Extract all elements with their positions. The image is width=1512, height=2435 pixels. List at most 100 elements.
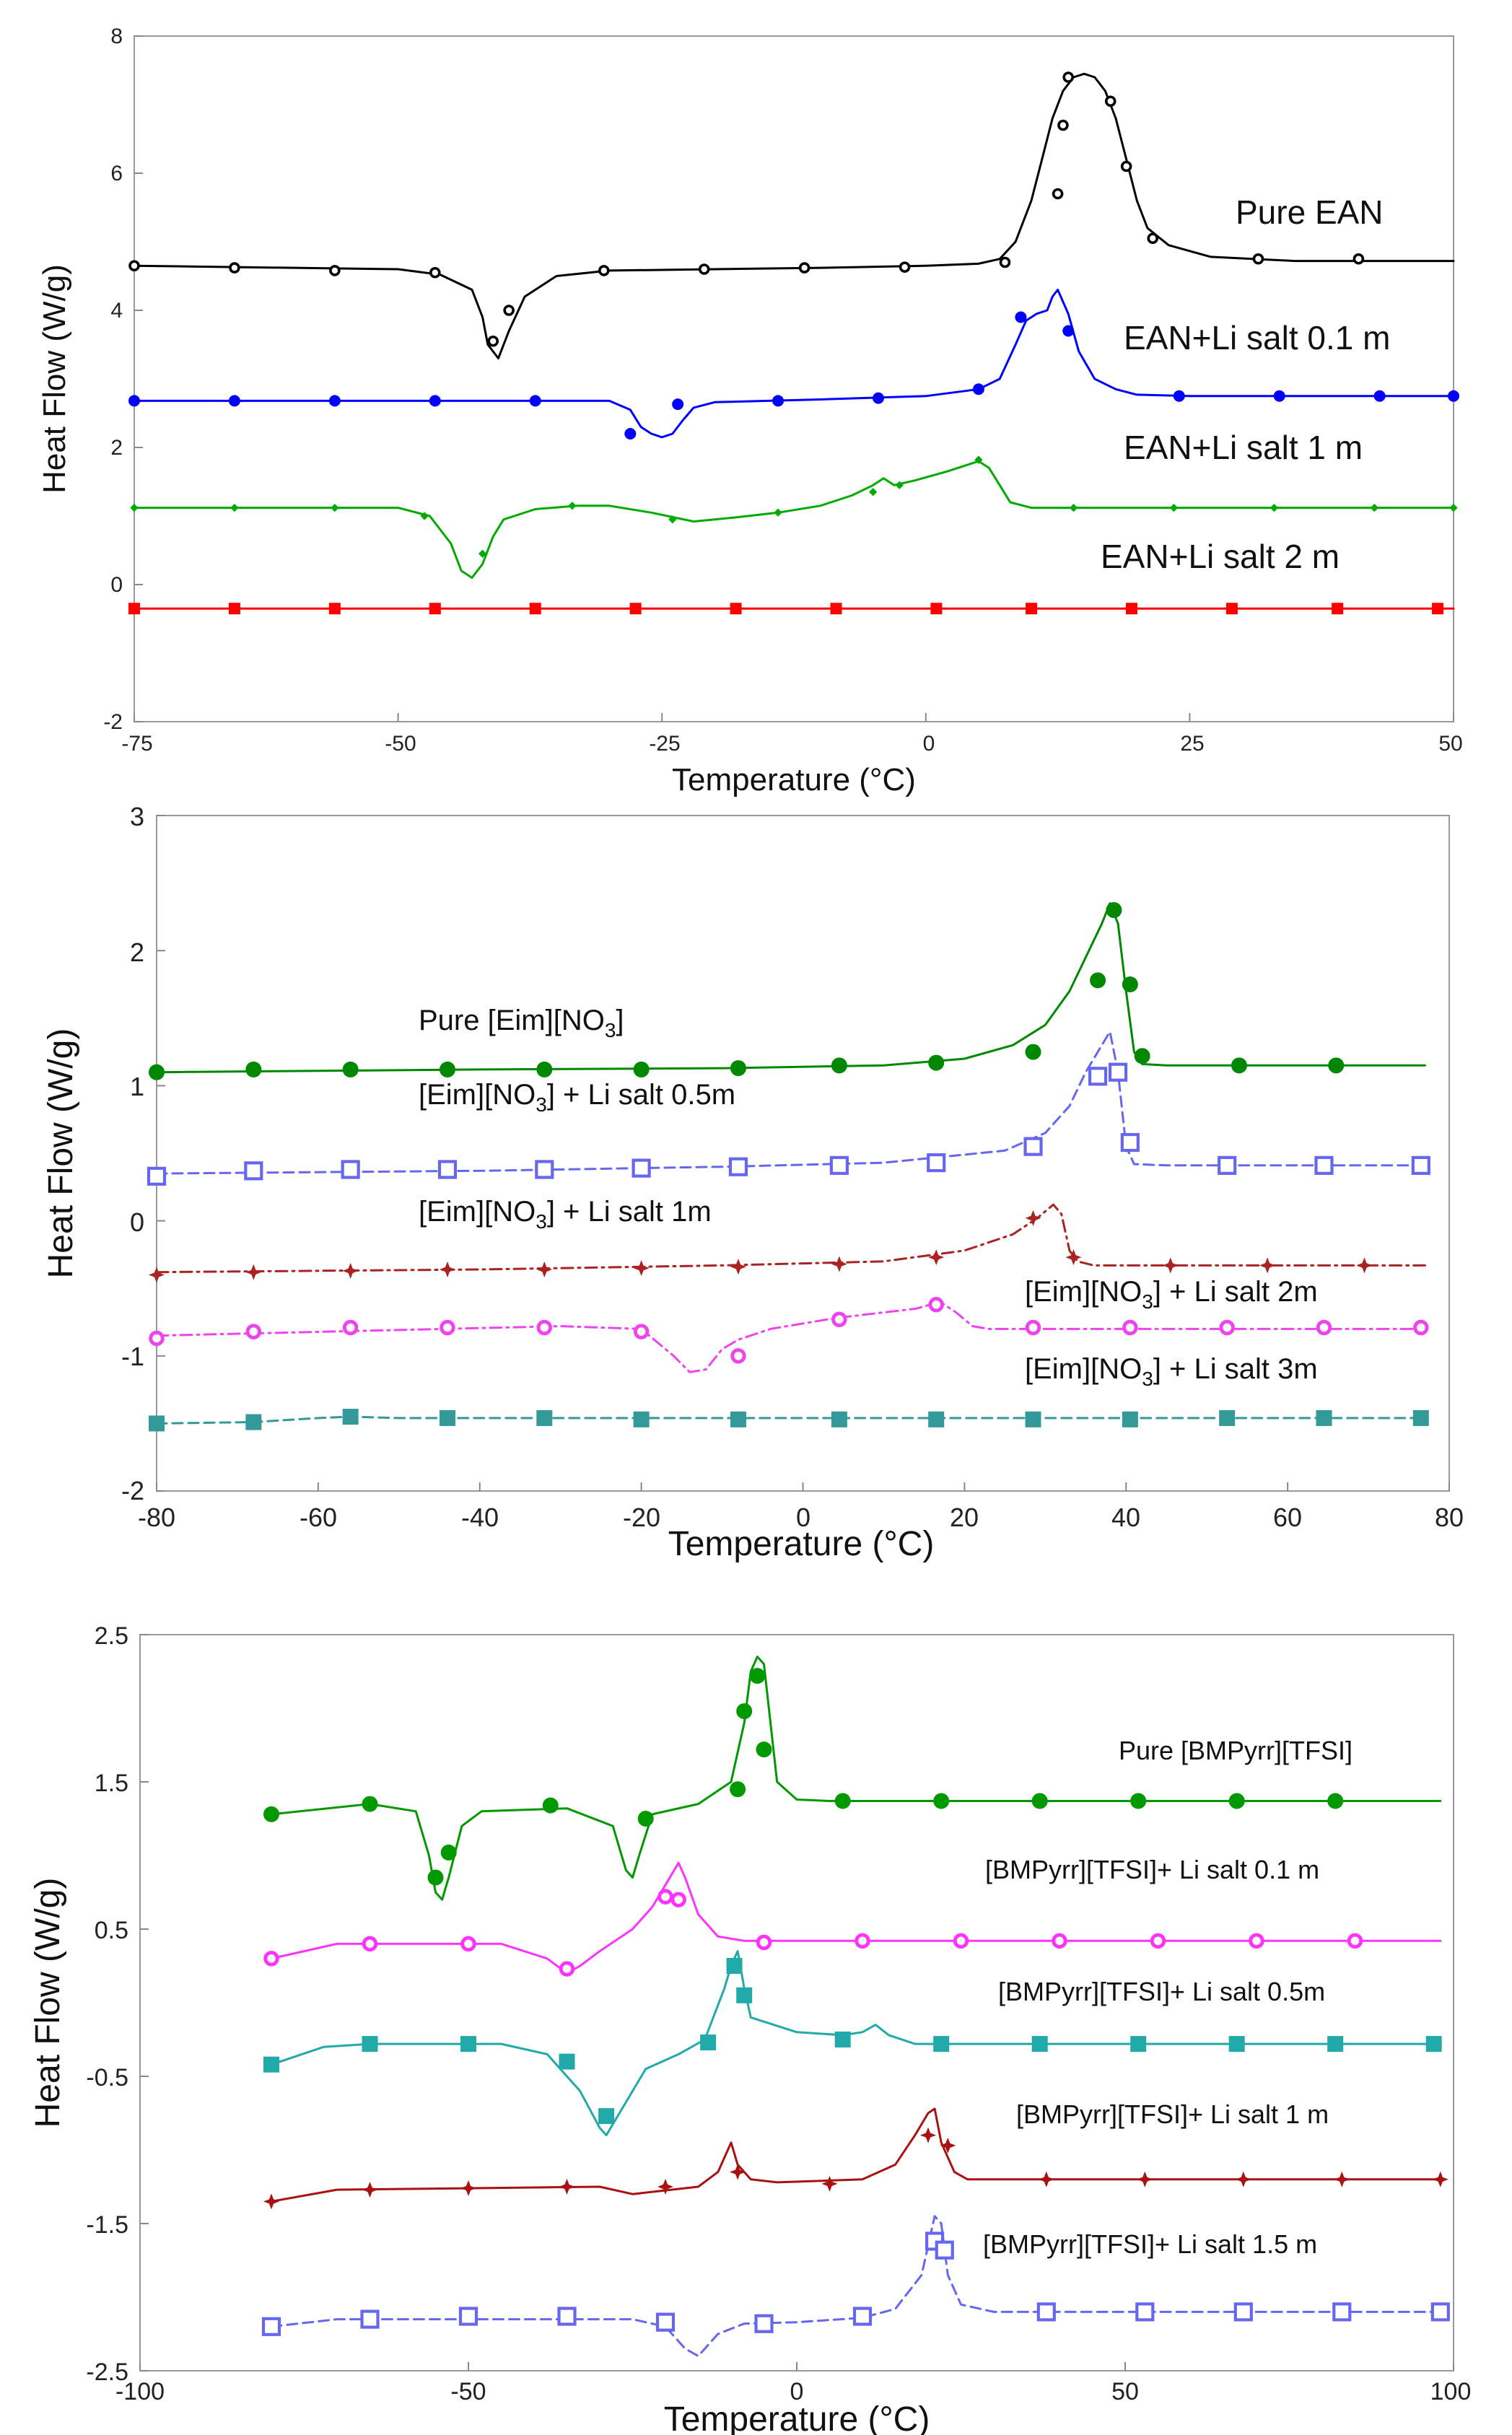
data-point-marker <box>128 395 140 407</box>
ytick-label: 1.5 <box>95 1770 128 1797</box>
data-point-marker <box>953 1933 969 1949</box>
data-point-marker <box>1235 2171 1251 2187</box>
data-point-marker <box>529 395 541 407</box>
data-point-marker <box>1025 1044 1041 1060</box>
y-axis-label: Heat Flow (W/g) <box>37 264 72 494</box>
data-point-marker <box>130 504 139 512</box>
data-point-marker <box>261 2317 281 2336</box>
data-point-marker <box>1370 504 1378 512</box>
data-point-marker <box>928 1249 945 1266</box>
data-point-marker <box>429 603 441 615</box>
data-point-marker <box>1015 311 1027 323</box>
markers-group <box>128 71 1459 615</box>
data-point-marker <box>933 2036 950 2053</box>
data-point-marker <box>749 1668 766 1684</box>
data-point-marker <box>1228 2036 1245 2053</box>
ytick-label: 0 <box>130 1207 144 1237</box>
ytick-label: 2 <box>130 937 144 967</box>
axis-ticks <box>139 1634 1454 2371</box>
data-point-marker <box>700 2034 717 2051</box>
data-point-marker <box>1122 976 1138 992</box>
data-point-marker <box>730 603 742 615</box>
data-point-marker <box>935 2240 954 2260</box>
ytick-label: 2.5 <box>95 1622 128 1650</box>
data-point-marker <box>529 603 541 615</box>
ytick-label: 3 <box>130 802 144 831</box>
annotation-text: ] + Li salt 2m <box>1153 1276 1318 1308</box>
xtick-label: 0 <box>923 732 935 756</box>
data-point-marker <box>632 1158 651 1178</box>
series-line <box>270 2107 1442 2203</box>
xtick-label: -25 <box>649 732 680 756</box>
xtick-label: 25 <box>1180 732 1204 756</box>
series-group <box>133 72 1455 610</box>
data-point-marker <box>245 1061 262 1077</box>
data-point-marker <box>598 2108 615 2125</box>
annotation-label: EAN+Li salt 1 m <box>1124 429 1363 466</box>
data-point-marker <box>928 1296 944 1313</box>
markers-group <box>261 1668 1450 2336</box>
annotation-text: Pure [Eim][NO <box>419 1005 605 1036</box>
data-point-marker <box>263 2193 279 2210</box>
data-point-marker <box>1106 902 1122 919</box>
data-point-marker <box>263 1951 279 1967</box>
data-point-marker <box>559 1961 575 1977</box>
annotation-text: [Eim][NO <box>1025 1353 1142 1385</box>
data-point-marker <box>1273 390 1285 402</box>
data-point-marker <box>458 2307 478 2326</box>
data-point-marker <box>362 1936 378 1952</box>
xtick-label: -40 <box>461 1503 499 1532</box>
data-point-marker <box>487 335 499 347</box>
data-point-marker <box>972 383 984 395</box>
data-point-marker <box>228 603 240 615</box>
x-axis-label: Temperature (°C) <box>668 1525 935 1563</box>
annotation-label: Pure [BMPyrr][TFSI] <box>1119 1736 1353 1765</box>
annotation-label: EAN+Li salt 0.1 m <box>1124 319 1390 357</box>
data-point-marker <box>1231 1057 1247 1074</box>
data-point-marker <box>1316 1319 1332 1336</box>
xtick-label: -50 <box>385 732 416 756</box>
ytick-label: -2 <box>103 710 123 734</box>
data-point-marker <box>1328 1057 1345 1074</box>
data-point-marker <box>899 261 911 273</box>
annotation-subscript: 3 <box>536 1210 547 1233</box>
data-point-marker <box>1036 2302 1056 2322</box>
data-point-marker <box>1332 2302 1352 2322</box>
data-point-marker <box>1173 390 1185 402</box>
data-point-marker <box>1233 2302 1253 2322</box>
data-point-marker <box>1334 2171 1350 2187</box>
data-point-marker <box>536 1261 553 1277</box>
annotation-text: ] + Li salt 1m <box>547 1196 712 1228</box>
data-point-marker <box>798 262 810 274</box>
data-point-marker <box>1353 253 1365 265</box>
data-point-marker <box>440 1319 455 1336</box>
data-point-marker <box>149 1415 165 1432</box>
data-point-marker <box>895 481 904 489</box>
data-point-marker <box>128 603 140 615</box>
data-point-marker <box>437 1160 458 1179</box>
data-point-marker <box>342 1061 359 1077</box>
data-point-marker <box>869 488 878 497</box>
data-point-marker <box>1356 1257 1373 1274</box>
data-point-marker <box>1135 2302 1155 2322</box>
data-point-marker <box>1065 1249 1082 1266</box>
annotation-label: [BMPyrr][TFSI]+ Li salt 1.5 m <box>983 2229 1317 2259</box>
data-point-marker <box>637 1811 654 1827</box>
data-point-marker <box>536 1319 553 1336</box>
data-point-marker <box>736 1987 753 2003</box>
data-point-marker <box>230 504 239 512</box>
data-point-marker <box>736 1703 753 1720</box>
data-point-marker <box>149 1330 165 1347</box>
data-point-marker <box>263 1806 279 1822</box>
data-point-marker <box>1031 2036 1048 2053</box>
plot-area-frame <box>134 35 1454 722</box>
ytick-label: -0.5 <box>86 2064 128 2091</box>
data-point-marker <box>1425 2036 1442 2053</box>
data-point-marker <box>1432 2171 1448 2187</box>
xtick-label: -50 <box>450 2378 486 2405</box>
data-point-marker <box>439 1061 455 1077</box>
data-point-marker <box>1225 603 1238 615</box>
data-point-marker <box>633 1260 650 1277</box>
annotation-label: [BMPyrr][TFSI]+ Li salt 0.5m <box>998 1977 1325 2006</box>
data-point-marker <box>1448 390 1459 402</box>
